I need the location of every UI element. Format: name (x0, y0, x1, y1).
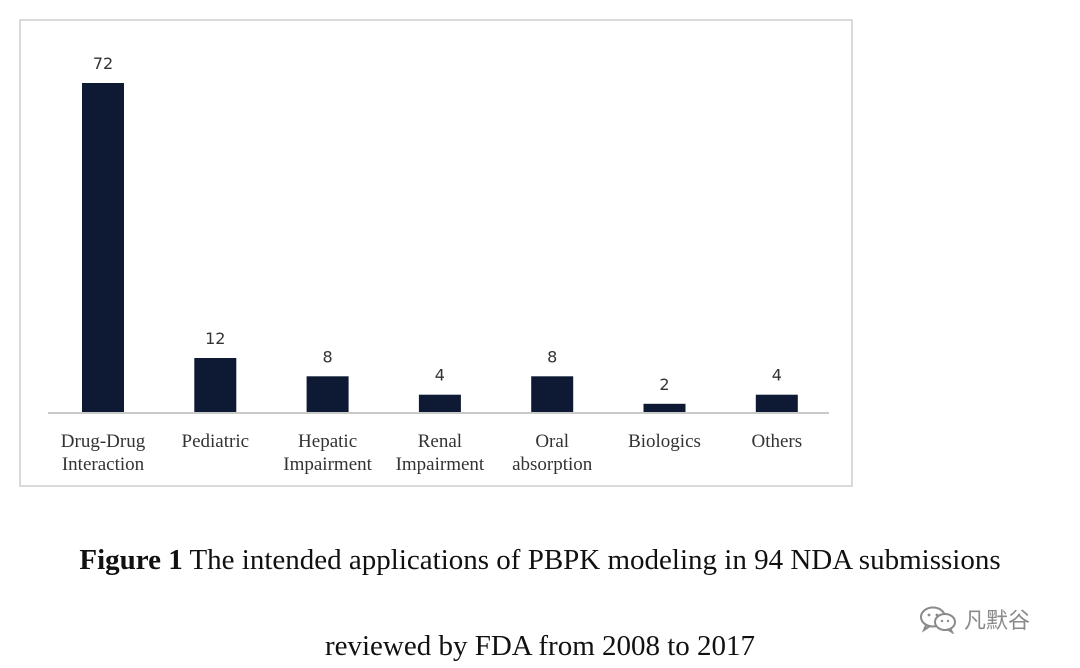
watermark-text: 凡默谷 (964, 609, 1031, 634)
category-label-0-line-0: Drug-Drug (61, 431, 146, 452)
caption-text-line-1: The intended applications of PBPK modeli… (182, 544, 1001, 576)
category-label-3: Renal Impairment (396, 431, 485, 475)
category-label-4-line-1: absorption (512, 454, 593, 475)
caption-line-1: Figure 1 The intended applications of PB… (0, 538, 1080, 582)
category-label-3-line-1: Impairment (396, 454, 485, 475)
category-label-1: Pediatric (182, 431, 250, 452)
data-label-4: 8 (547, 347, 557, 366)
category-label-3-line-0: Renal (418, 431, 462, 452)
category-label-5: Biologics (628, 431, 701, 452)
category-label-6: Others (751, 431, 802, 452)
category-label-4: Oral absorption (512, 431, 593, 475)
bars-group (82, 83, 798, 413)
caption-label: Figure 1 (79, 544, 183, 576)
category-label-5-line-0: Biologics (628, 431, 701, 452)
chart-frame: 72 12 8 4 8 2 4 Drug-Drug Interaction Pediatric H… (19, 19, 853, 487)
bar-1 (194, 358, 237, 413)
data-label-2: 8 (323, 347, 333, 366)
bar-5 (643, 403, 686, 413)
category-label-0-line-1: Interaction (62, 454, 145, 475)
category-label-2: Hepatic Impairment (283, 431, 372, 475)
caption-text-line-2: reviewed by FDA from 2008 to 2017 (324, 630, 756, 662)
wechat-icon (920, 606, 956, 634)
bar-3 (418, 394, 461, 413)
data-label-5: 2 (659, 375, 669, 394)
data-label-1: 12 (205, 329, 225, 348)
bar-2 (306, 376, 349, 413)
labels-group: 72 12 8 4 8 2 4 (93, 54, 782, 394)
watermark: 凡默谷 (918, 602, 1030, 636)
data-label-6: 4 (772, 366, 782, 385)
data-label-0: 72 (93, 54, 113, 73)
category-label-2-line-0: Hepatic (298, 431, 357, 452)
bar-chart: 72 12 8 4 8 2 4 Drug-Drug Interaction Pediatric H… (48, 54, 829, 475)
category-label-6-line-0: Others (751, 431, 802, 452)
figure-caption: Figure 1 The intended applications of PB… (0, 538, 1080, 662)
bar-4 (531, 376, 574, 413)
bar-0 (82, 83, 124, 413)
category-label-0: Drug-Drug Interaction (61, 431, 146, 475)
data-label-3: 4 (435, 366, 445, 385)
bar-6 (755, 394, 798, 413)
category-label-4-line-0: Oral (535, 431, 569, 452)
category-label-1-line-0: Pediatric (182, 431, 250, 452)
category-label-2-line-1: Impairment (283, 454, 372, 475)
